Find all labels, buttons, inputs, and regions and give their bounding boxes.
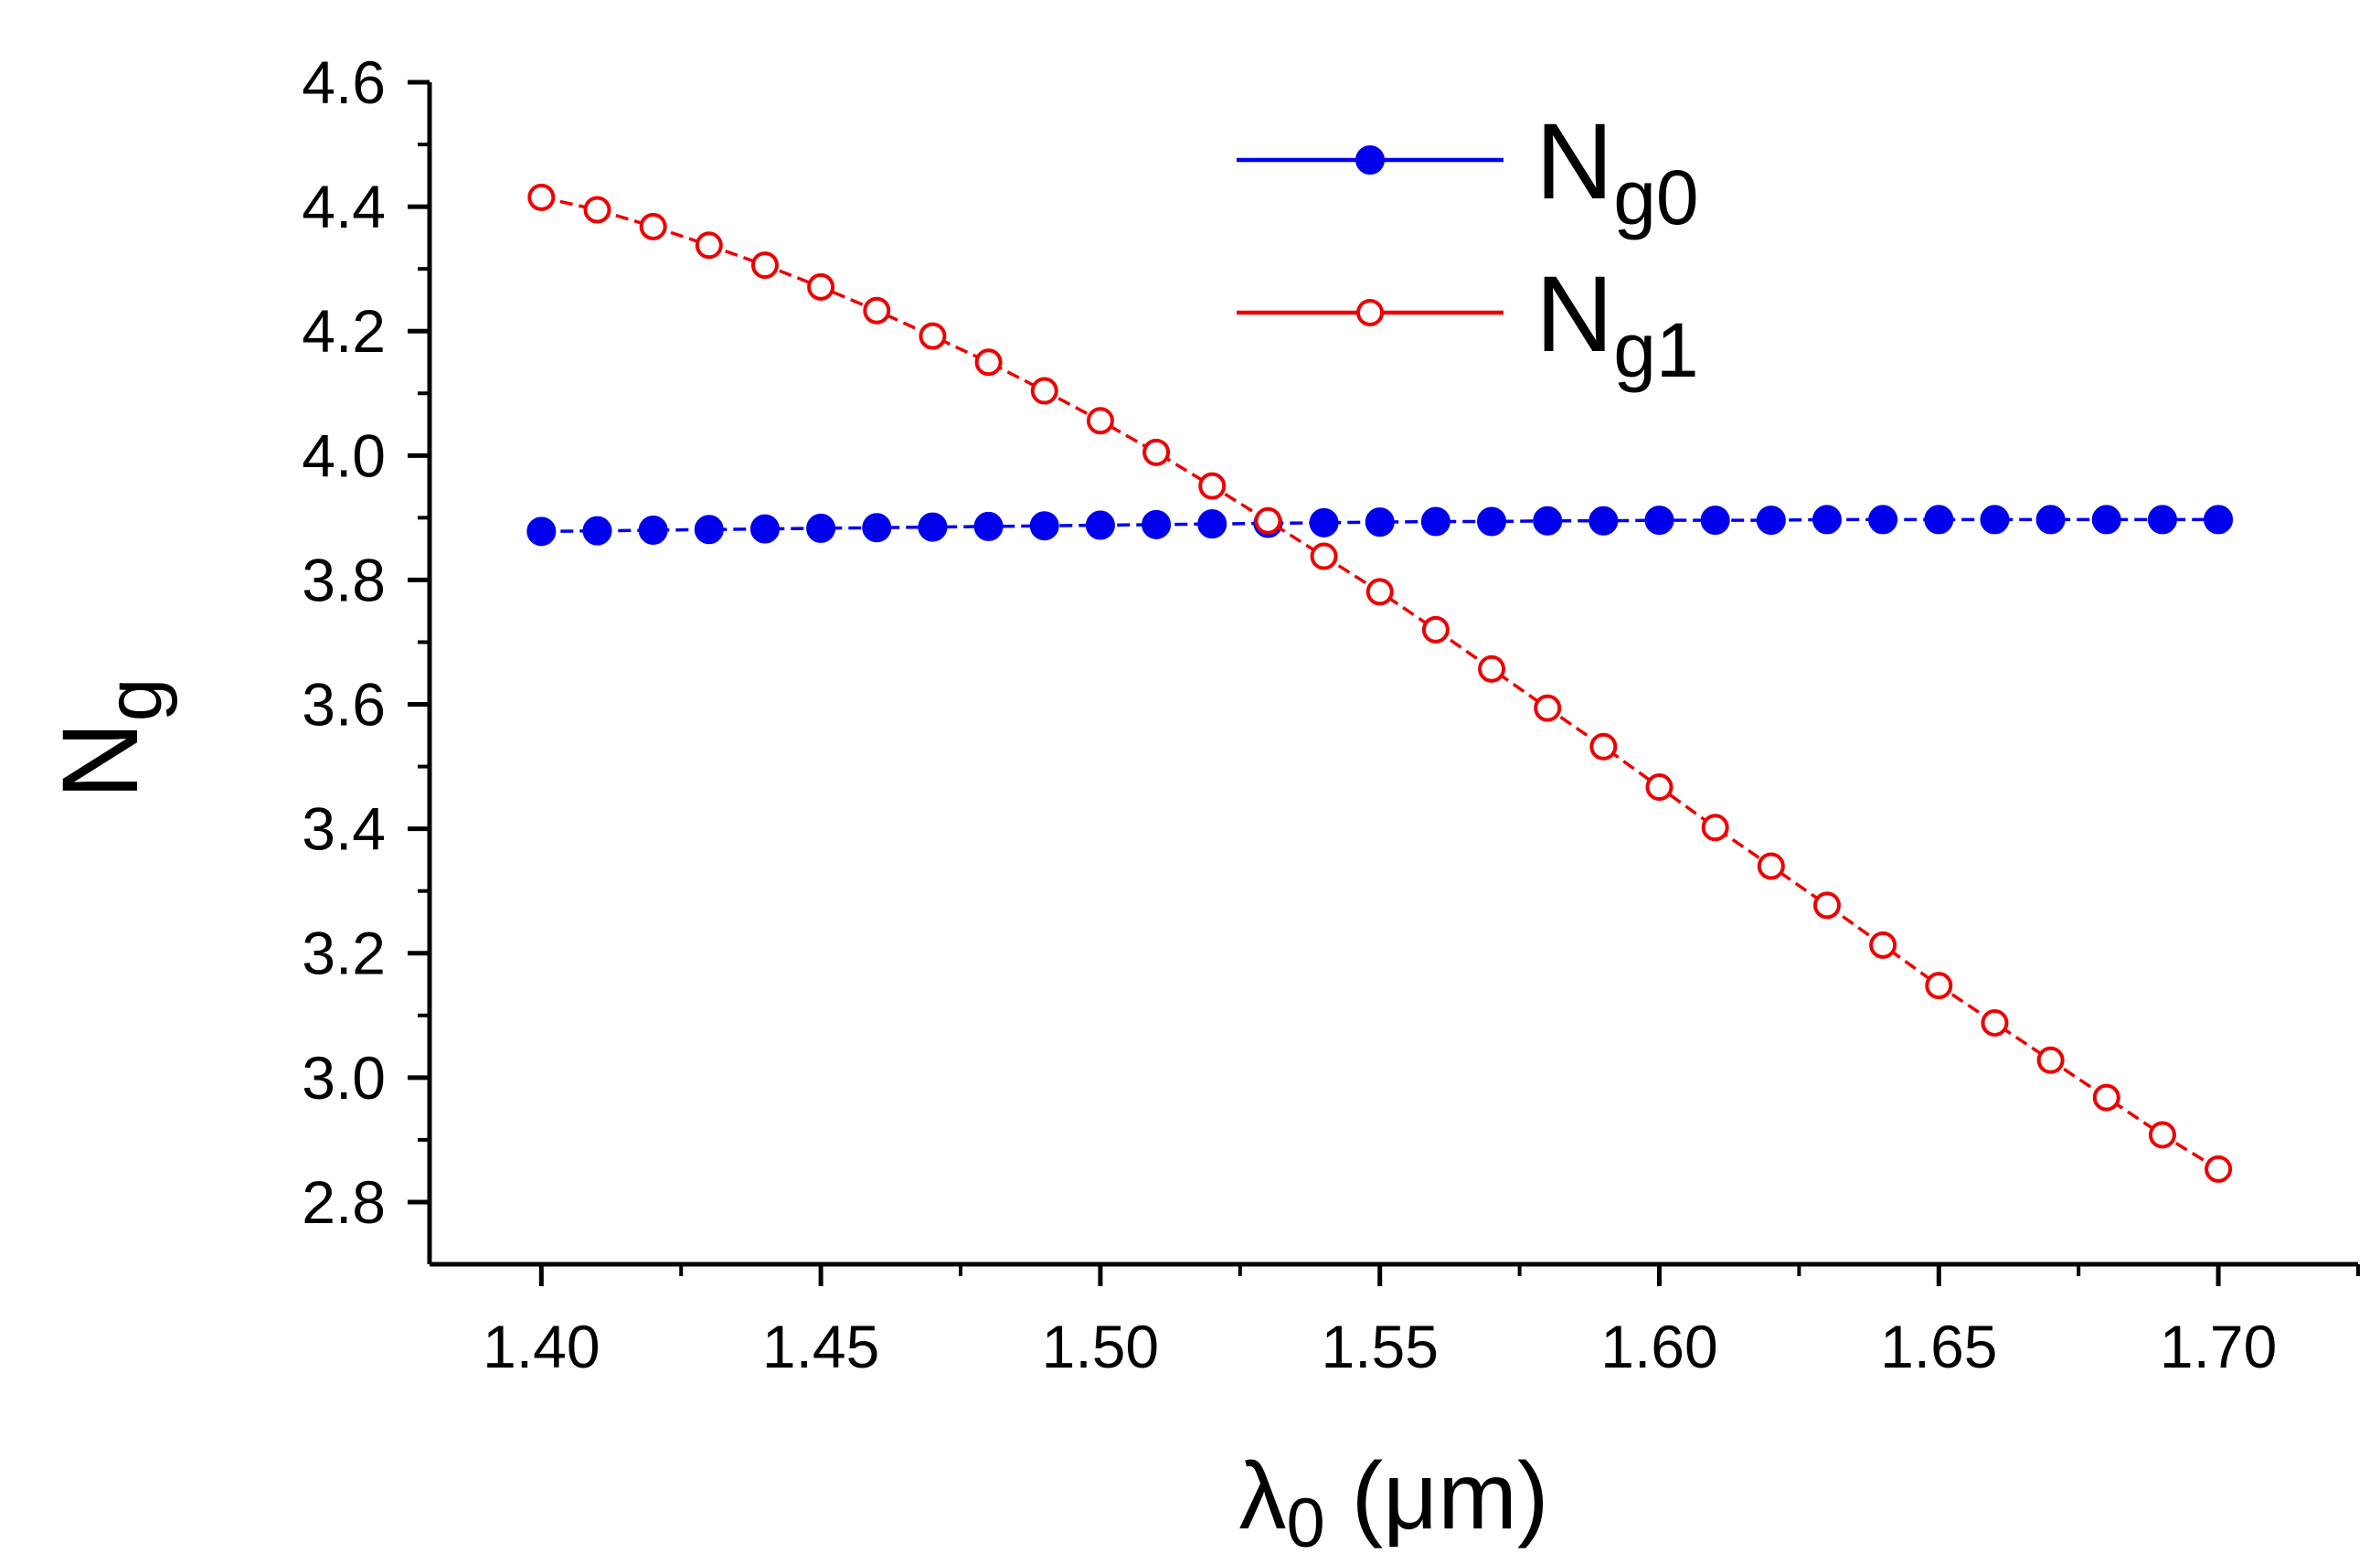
data-point-Ng1	[863, 296, 891, 325]
data-point-Ng0	[1644, 506, 1674, 536]
data-point-Ng1	[919, 322, 947, 350]
series-Ng1	[527, 183, 2233, 1183]
axes: 2.8 3.0 3.2 3.4 3.6 3.8 4.0 4.2 4.4 4.6 1.40 1.45 1.…	[302, 48, 2360, 1380]
data-point-Ng1	[1421, 615, 1450, 644]
data-point-Ng1	[750, 251, 779, 280]
legend-label: Ng1	[1535, 254, 1699, 393]
data-point-Ng0	[1924, 505, 1954, 535]
data-point-Ng1	[527, 183, 556, 211]
y-tick-label: 3.0	[302, 1044, 386, 1112]
legend-item-Ng0: Ng0	[1237, 101, 1699, 240]
x-tick-label: 1.40	[483, 1313, 600, 1380]
data-point-Ng1	[695, 231, 723, 260]
data-point-Ng1	[807, 272, 835, 301]
data-point-Ng0	[749, 514, 780, 544]
data-point-Ng1	[1478, 655, 1506, 683]
data-point-Ng0	[582, 516, 612, 546]
x-tick-label: 1.70	[2160, 1313, 2277, 1380]
x-tick-label: 1.65	[1880, 1313, 1997, 1380]
data-point-Ng0	[2091, 505, 2121, 535]
data-point-Ng0	[862, 513, 892, 543]
x-tick-label: 1.45	[762, 1313, 879, 1380]
data-point-Ng0	[1309, 507, 1339, 538]
data-point-Ng1	[1757, 852, 1785, 880]
data-point-Ng1	[1534, 694, 1562, 722]
data-point-Ng0	[973, 511, 1004, 541]
data-point-Ng0	[1700, 506, 1730, 536]
y-tick-label: 4.2	[302, 297, 386, 365]
data-point-Ng1	[1925, 972, 1953, 1000]
data-point-Ng1	[2092, 1083, 2120, 1112]
y-tick-label: 4.4	[302, 173, 386, 240]
y-tick-label: 3.8	[302, 546, 386, 613]
data-point-Ng1	[1645, 773, 1673, 802]
data-point-Ng1	[2148, 1121, 2176, 1149]
legend-marker	[1355, 145, 1385, 175]
data-point-Ng0	[1533, 506, 1563, 536]
data-point-Ng1	[974, 348, 1003, 377]
data-point-Ng0	[638, 515, 668, 545]
legend-label: Ng0	[1535, 101, 1699, 240]
series-layer	[526, 183, 2234, 1183]
axis-titles: λ0 (μm) Ng	[40, 677, 1549, 1562]
data-point-Ng0	[1868, 505, 1898, 535]
data-point-Ng1	[1086, 407, 1114, 435]
data-point-Ng1	[1142, 438, 1171, 466]
series-Ng0	[526, 505, 2234, 547]
data-point-Ng1	[1812, 891, 1841, 920]
y-axis-title: Ng	[40, 677, 178, 799]
data-point-Ng0	[1812, 505, 1842, 535]
data-point-Ng0	[2204, 505, 2234, 535]
data-point-Ng0	[1197, 509, 1227, 539]
x-tick-label: 1.55	[1321, 1313, 1438, 1380]
data-point-Ng1	[1701, 814, 1729, 842]
y-tick-label: 3.4	[302, 795, 386, 863]
data-point-Ng1	[2205, 1155, 2233, 1183]
data-point-Ng0	[1980, 505, 2010, 535]
data-point-Ng0	[526, 516, 557, 547]
data-point-Ng0	[1029, 511, 1059, 541]
data-point-Ng0	[1588, 506, 1619, 536]
data-point-Ng0	[1365, 507, 1395, 538]
y-tick-label: 4.6	[302, 48, 386, 116]
legend-item-Ng1: Ng1	[1237, 254, 1699, 393]
y-tick-label: 3.2	[302, 920, 386, 987]
data-point-Ng1	[1981, 1008, 2009, 1037]
data-point-Ng1	[1030, 377, 1058, 405]
data-point-Ng1	[583, 196, 611, 224]
data-point-Ng1	[639, 212, 667, 240]
x-axis-title: λ0 (μm)	[1239, 1443, 1549, 1562]
data-point-Ng1	[2036, 1046, 2065, 1074]
data-point-Ng1	[1198, 472, 1227, 500]
x-tick-label: 1.60	[1600, 1313, 1717, 1380]
data-point-Ng1	[1869, 931, 1897, 959]
x-tick-label: 1.50	[1042, 1313, 1159, 1380]
data-point-Ng1	[1589, 732, 1618, 761]
data-point-Ng0	[918, 512, 948, 542]
data-point-Ng0	[2147, 505, 2177, 535]
y-tick-label: 3.6	[302, 671, 386, 739]
data-point-Ng0	[2035, 505, 2066, 535]
legend-marker	[1356, 299, 1384, 326]
data-point-Ng1	[1310, 542, 1338, 570]
data-point-Ng0	[1420, 506, 1450, 537]
data-point-Ng0	[1477, 506, 1507, 537]
y-tick-label: 4.0	[302, 421, 386, 489]
data-point-Ng0	[694, 515, 724, 545]
data-point-Ng0	[1756, 506, 1786, 536]
data-point-Ng1	[1254, 506, 1282, 535]
y-tick-label: 2.8	[302, 1168, 386, 1236]
data-point-Ng1	[1365, 578, 1394, 606]
data-point-Ng0	[1142, 509, 1172, 539]
data-point-Ng0	[806, 513, 836, 543]
data-point-Ng0	[1085, 510, 1115, 540]
series-line-Ng1	[540, 196, 2220, 1171]
